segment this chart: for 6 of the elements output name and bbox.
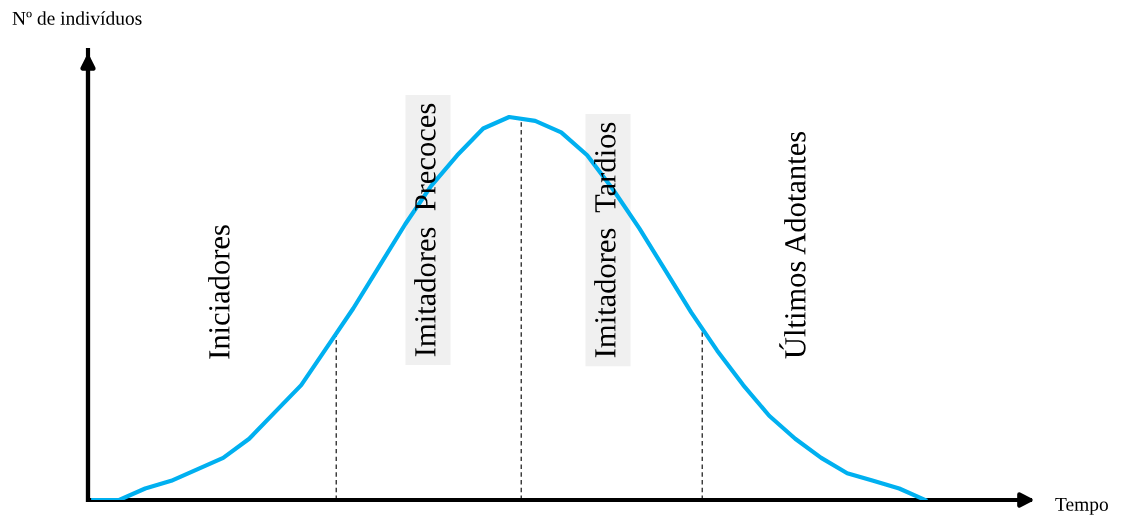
annotation: Imitadores Tardios xyxy=(594,122,616,358)
annotation: Iniciadores xyxy=(208,225,230,359)
x-axis-title: Tempo xyxy=(1055,497,1108,515)
annotation: Últimos Adotantes xyxy=(779,131,806,359)
y-axis-title: Nº de indivíduos xyxy=(12,11,142,25)
annotation: Imitadores Precoces xyxy=(414,103,436,357)
